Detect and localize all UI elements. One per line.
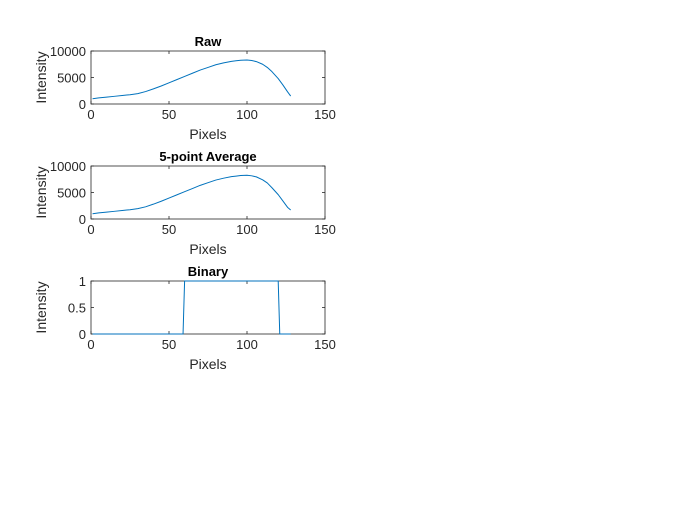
x-tick-label: 100 <box>236 337 258 352</box>
subplot-2: 0 50 100 150 0 5000 10000 5-point Average Pixels… <box>33 149 336 257</box>
x-tick-label: 100 <box>236 107 258 122</box>
y-tick-label: 0.5 <box>68 301 86 316</box>
y-tick-label: 10000 <box>50 159 86 174</box>
y-tick-label: 5000 <box>57 186 86 201</box>
x-tick-label: 50 <box>162 337 176 352</box>
x-tick-label: 150 <box>314 222 336 237</box>
chart-title: 5-point Average <box>159 149 256 164</box>
y-tick-label: 0 <box>79 212 86 227</box>
y-axis-label: Intensity <box>33 51 49 103</box>
subplot-3: 0 50 100 150 0 0.5 1 Binary Pixels Intensity <box>33 264 336 372</box>
x-tick-label: 150 <box>314 107 336 122</box>
x-tick-label: 50 <box>162 107 176 122</box>
x-tick-label: 0 <box>87 337 94 352</box>
subplot-1: 0 50 100 150 0 5000 10000 Raw Pixels Intensity <box>33 34 336 142</box>
x-tick-label: 50 <box>162 222 176 237</box>
x-tick-label: 100 <box>236 222 258 237</box>
x-axis-label: Pixels <box>189 356 226 372</box>
y-tick-label: 1 <box>79 274 86 289</box>
chart-title: Binary <box>188 264 229 279</box>
series-line-1 <box>92 280 291 335</box>
y-tick-label: 5000 <box>57 71 86 86</box>
y-axis-label: Intensity <box>33 281 49 333</box>
axes-box <box>90 280 326 335</box>
y-tick-label: 0 <box>79 97 86 112</box>
y-tick-label: 10000 <box>50 44 86 59</box>
series-line-1 <box>92 174 292 215</box>
axes-box <box>90 165 326 220</box>
x-tick-label: 150 <box>314 337 336 352</box>
y-axis-label: Intensity <box>33 166 49 218</box>
x-tick-label: 0 <box>87 222 94 237</box>
x-tick-label: 0 <box>87 107 94 122</box>
series-line-1 <box>92 59 292 100</box>
axes-box <box>90 50 326 105</box>
y-tick-label: 0 <box>79 327 86 342</box>
x-axis-label: Pixels <box>189 241 226 257</box>
chart-title: Raw <box>195 34 223 49</box>
x-axis-label: Pixels <box>189 126 226 142</box>
